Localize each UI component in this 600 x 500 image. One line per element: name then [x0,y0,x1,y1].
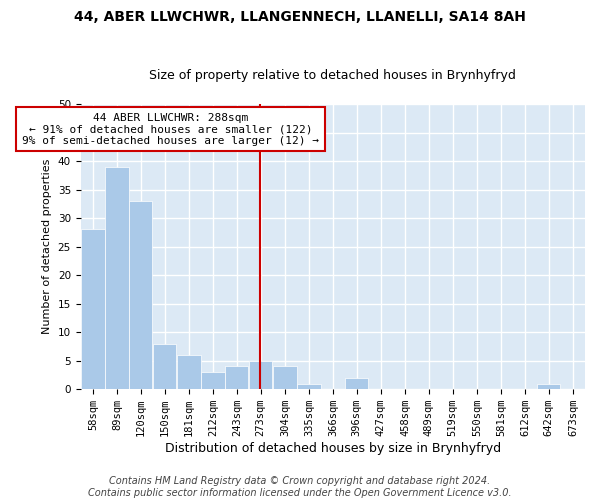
Bar [153,344,176,389]
Bar [537,384,560,389]
Bar [273,366,296,389]
Text: 44, ABER LLWCHWR, LLANGENNECH, LLANELLI, SA14 8AH: 44, ABER LLWCHWR, LLANGENNECH, LLANELLI,… [74,10,526,24]
Bar [226,366,248,389]
Bar [177,355,200,389]
Bar [201,372,225,389]
Text: 44 ABER LLWCHWR: 288sqm
← 91% of detached houses are smaller (122)
9% of semi-de: 44 ABER LLWCHWR: 288sqm ← 91% of detache… [22,112,319,146]
Y-axis label: Number of detached properties: Number of detached properties [42,159,52,334]
Bar [81,230,104,389]
Bar [249,360,272,389]
Bar [298,384,321,389]
X-axis label: Distribution of detached houses by size in Brynhyfryd: Distribution of detached houses by size … [165,442,501,455]
Bar [105,166,129,389]
Bar [130,201,152,389]
Text: Contains HM Land Registry data © Crown copyright and database right 2024.
Contai: Contains HM Land Registry data © Crown c… [88,476,512,498]
Bar [345,378,368,389]
Title: Size of property relative to detached houses in Brynhyfryd: Size of property relative to detached ho… [149,69,516,82]
